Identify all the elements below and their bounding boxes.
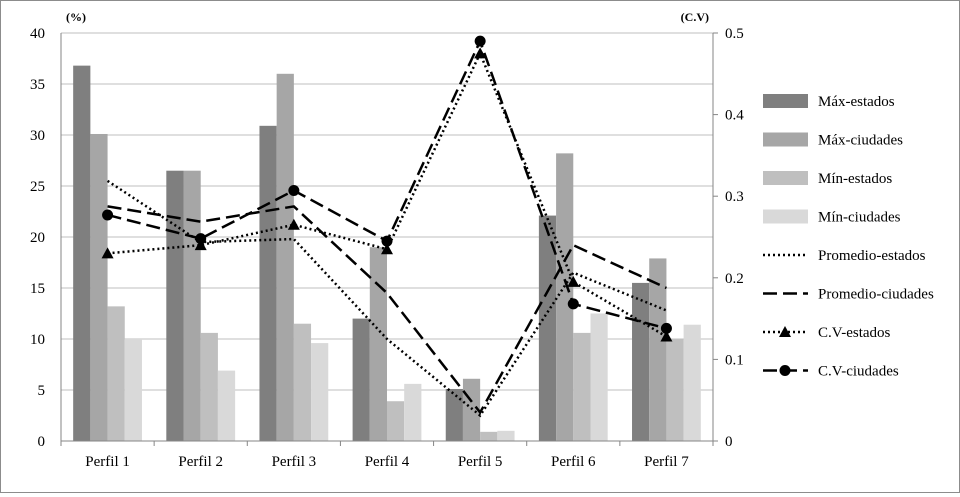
bar [107, 306, 125, 441]
bar [311, 343, 329, 441]
data-point [474, 35, 486, 47]
right-axis-label: (C.V) [681, 10, 709, 24]
legend-label: Máx-ciudades [818, 133, 903, 149]
bar [556, 153, 574, 442]
bar [90, 133, 108, 442]
bar [683, 324, 701, 441]
category-label: Perfil 7 [644, 454, 689, 470]
legend: Máx-estados Máx-ciudades Mín-estados Mín-ci… [763, 94, 934, 380]
bar [590, 313, 608, 441]
left-tick-label: 5 [38, 383, 46, 399]
legend-marker [779, 365, 791, 376]
category-label: Perfil 6 [551, 454, 596, 470]
bar [480, 431, 498, 441]
bar [259, 125, 277, 441]
bar [352, 318, 370, 441]
left-tick-label: 35 [30, 77, 45, 93]
right-tick-label: 0.5 [725, 26, 744, 42]
data-point [567, 275, 580, 287]
bar [217, 370, 236, 441]
legend-label: Mín-estados [818, 171, 892, 187]
bar [573, 332, 591, 441]
bar [276, 73, 294, 442]
legend-label: C.V-ciudades [818, 364, 899, 380]
legend-marker [779, 326, 791, 337]
bar [369, 247, 387, 441]
axes: 0 5 10 15 20 25 30 35 40 0 0.1 0.2 0.3 0.4 0.5 Perfil 1… [30, 26, 744, 470]
left-tick-label: 0 [38, 434, 46, 450]
category-label: Perfil 5 [458, 454, 503, 470]
right-tick-label: 0.3 [725, 189, 744, 205]
bar [166, 170, 184, 441]
legend-swatch [763, 132, 808, 147]
left-tick-label: 25 [30, 179, 45, 195]
bar [183, 170, 201, 441]
bar [649, 258, 667, 441]
left-axis-label: (%) [66, 10, 86, 24]
legend-label: Máx-estados [818, 94, 895, 110]
bar [666, 339, 684, 441]
data-point [660, 330, 673, 342]
data-point [567, 298, 579, 310]
left-tick-label: 30 [30, 128, 45, 144]
category-label: Perfil 2 [178, 454, 223, 470]
data-point [101, 247, 114, 259]
data-point [288, 184, 300, 196]
category-label: Perfil 3 [272, 454, 317, 470]
data-point [195, 233, 207, 245]
legend-swatch [763, 94, 808, 108]
bar [497, 430, 515, 441]
left-tick-label: 15 [30, 281, 45, 297]
bar [200, 332, 218, 441]
line-group [101, 35, 673, 418]
left-tick-label: 20 [30, 230, 45, 246]
data-point [660, 322, 672, 334]
legend-label: Promedio-estados [818, 248, 926, 264]
data-point [474, 47, 487, 59]
data-point [381, 235, 393, 247]
bar [73, 65, 91, 441]
bar-group [73, 65, 701, 442]
data-point [287, 218, 300, 230]
legend-swatch [763, 171, 808, 185]
right-tick-label: 0.4 [725, 108, 744, 124]
left-tick-label: 40 [30, 26, 45, 42]
bar [387, 401, 405, 441]
left-tick-label: 10 [30, 332, 45, 348]
legend-label: C.V-estados [818, 325, 891, 341]
category-label: Perfil 4 [365, 454, 410, 470]
bar [445, 388, 463, 441]
bar [404, 383, 422, 441]
data-point [381, 243, 393, 255]
legend-label: Promedio-ciudades [818, 287, 934, 303]
category-label: Perfil 1 [85, 454, 130, 470]
right-tick-label: 0.2 [725, 271, 744, 287]
legend-swatch [763, 209, 808, 224]
bar [632, 282, 650, 441]
right-tick-label: 0.1 [725, 352, 744, 368]
bar [538, 215, 557, 441]
bar [124, 339, 142, 441]
legend-label: Mín-ciudades [818, 210, 901, 226]
data-point [194, 239, 207, 251]
data-point [102, 209, 114, 221]
right-tick-label: 0 [725, 434, 733, 450]
bar [293, 323, 312, 441]
